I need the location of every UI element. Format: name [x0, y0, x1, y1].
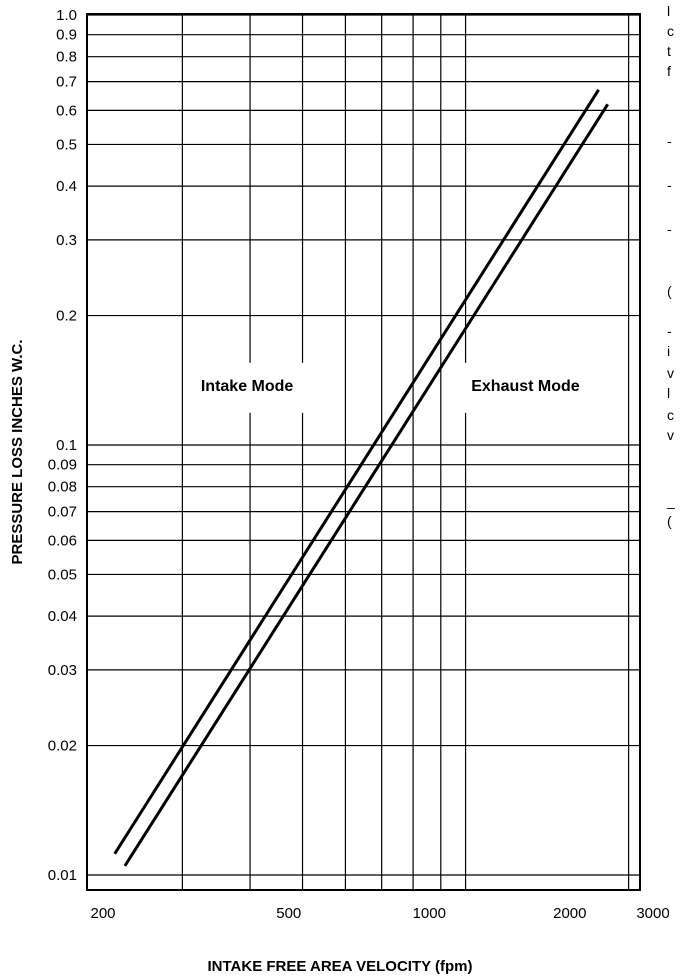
- x-tick-label: 2000: [553, 905, 586, 922]
- side-text-fragment: i: [667, 343, 670, 359]
- side-text-fragment: v: [667, 365, 674, 381]
- y-tick-label: 0.1: [56, 437, 77, 454]
- y-tick-label: 0.4: [56, 178, 77, 195]
- series-group: [113, 88, 609, 867]
- side-text-fragment: (: [667, 283, 672, 299]
- series-line-1: [113, 88, 600, 855]
- grid: [87, 14, 640, 890]
- side-text-fragment: -: [667, 177, 672, 193]
- x-tick-labels: 200 500 1000 2000 3000: [90, 905, 669, 922]
- side-text-fragment: (: [667, 513, 672, 529]
- annotation-backing: [459, 362, 592, 413]
- y-tick-label: 0.6: [56, 102, 77, 119]
- x-axis-title: INTAKE FREE AREA VELOCITY (fpm): [207, 958, 472, 975]
- side-text-fragment: c: [667, 23, 674, 39]
- side-text-fragment: l: [667, 385, 670, 401]
- y-tick-label: 0.04: [48, 608, 77, 625]
- plot-frame: [86, 13, 641, 891]
- y-tick-label: 0.06: [48, 532, 77, 549]
- series-line-2: [123, 103, 609, 867]
- x-tick-label: 3000: [636, 905, 669, 922]
- x-tick-label: 200: [90, 905, 115, 922]
- y-tick-label: 0.9: [56, 27, 77, 44]
- x-tick-label: 1000: [413, 905, 446, 922]
- y-tick-label: 0.8: [56, 49, 77, 66]
- side-text-fragment: _: [666, 493, 675, 509]
- y-tick-label: 0.01: [48, 867, 77, 884]
- exhaust-mode-label: Exhaust Mode: [471, 378, 580, 395]
- y-tick-label: 0.7: [56, 74, 77, 91]
- y-tick-label: 0.03: [48, 662, 77, 679]
- annotations: Intake Mode Exhaust Mode: [186, 362, 592, 413]
- side-text-fragment: c: [667, 407, 674, 423]
- y-tick-labels: 0.01 0.02 0.03 0.04 0.05 0.06 0.07 0.08 0.09 0.1 0…: [48, 7, 77, 884]
- annotation-backing: [186, 362, 308, 413]
- side-text-fragment: -: [667, 323, 672, 339]
- x-tick-label: 500: [276, 905, 301, 922]
- y-axis-title: PRESSURE LOSS INCHES W.C.: [9, 339, 26, 564]
- side-text-fragment: t: [667, 43, 671, 59]
- side-text-fragment: f: [667, 63, 671, 79]
- y-tick-label: 0.02: [48, 738, 77, 755]
- side-text-fragment: -: [667, 221, 672, 237]
- side-text-fragment: v: [667, 427, 674, 443]
- y-tick-label: 0.3: [56, 232, 77, 249]
- intake-mode-label: Intake Mode: [201, 378, 294, 395]
- y-tick-label: 1.0: [56, 7, 77, 24]
- y-tick-label: 0.2: [56, 308, 77, 325]
- y-tick-label: 0.07: [48, 504, 77, 521]
- y-tick-label: 0.08: [48, 479, 77, 496]
- side-text-fragment: l: [667, 3, 670, 19]
- y-tick-label: 0.09: [48, 457, 77, 474]
- y-tick-label: 0.5: [56, 136, 77, 153]
- y-tick-label: 0.05: [48, 566, 77, 583]
- side-text-fragment: -: [667, 133, 672, 149]
